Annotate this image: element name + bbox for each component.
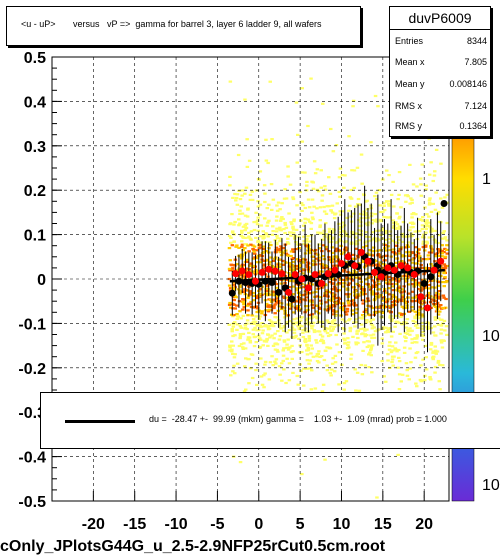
fit-legend-line: [65, 420, 135, 423]
x-tick-label: -10: [165, 516, 188, 533]
data-point: [324, 270, 332, 278]
data-point: [371, 268, 379, 276]
data-point: [420, 279, 428, 287]
y-tick-labels: -0.5 -0.4 -0.3 -0.2 -0.1 0 0.1 0.2 0.3 0.4 0.5: [18, 50, 46, 511]
y-tick-label: 0.1: [24, 228, 46, 245]
chart-title: <u - uP> versus vP => gamma for barrel 3…: [21, 19, 322, 29]
stats-box: duvP6009 Entries 8344 Mean x 7.805 Mean …: [389, 6, 491, 137]
data-point: [278, 270, 286, 278]
colorbar-label: 10: [482, 328, 500, 345]
tick-layer: [52, 56, 425, 502]
colorbar-label: 1: [482, 171, 491, 188]
data-point: [384, 264, 392, 272]
stat-label: RMS y: [395, 121, 422, 131]
data-point: [228, 289, 236, 297]
y-tick-label: -0.5: [18, 494, 46, 511]
data-point: [291, 271, 299, 279]
data-point: [357, 248, 365, 256]
stat-row-mean-x: Mean x 7.805: [395, 51, 487, 73]
data-point: [268, 279, 276, 287]
data-point: [404, 264, 412, 272]
x-tick-label: 15: [374, 516, 392, 533]
data-point: [390, 266, 398, 274]
data-point: [232, 270, 240, 278]
data-point: [351, 262, 359, 270]
data-point: [364, 257, 372, 265]
stat-label: Mean x: [395, 57, 425, 67]
data-point: [417, 293, 425, 301]
marker-layer: [228, 185, 448, 353]
stat-value: 0.008146: [449, 79, 487, 89]
data-point: [331, 266, 339, 274]
stats-title: duvP6009: [390, 7, 490, 30]
y-tick-label: -0.3: [18, 405, 46, 422]
y-tick-label: 0.2: [24, 183, 46, 200]
data-point: [271, 267, 279, 275]
y-tick-label: -0.2: [18, 361, 46, 378]
y-tick-label: 0.5: [24, 50, 46, 67]
data-point: [275, 288, 283, 296]
x-tick-label: 5: [296, 516, 305, 533]
stat-value: 8344: [466, 36, 487, 46]
data-point: [265, 265, 273, 273]
x-tick-label: -20: [82, 516, 105, 533]
stat-label: RMS x: [395, 101, 422, 111]
data-point: [337, 259, 345, 267]
data-point: [427, 273, 435, 281]
fit-result-text: du = -28.47 +- 99.99 (mkm) gamma = 1.03 …: [149, 414, 447, 424]
x-tick-label: 0: [254, 516, 263, 533]
y-tick-label: 0.4: [24, 94, 46, 111]
data-point: [298, 275, 306, 283]
data-point: [397, 262, 405, 270]
stat-label: Mean y: [395, 79, 425, 89]
data-point: [242, 279, 250, 287]
data-point: [245, 271, 253, 279]
data-point: [344, 253, 352, 261]
data-point: [251, 277, 259, 285]
stat-row-rms-x: RMS x 7.124: [395, 95, 487, 117]
chart-title-box: <u - uP> versus vP => gamma for barrel 3…: [6, 6, 361, 46]
stat-row-rms-y: RMS y 0.1364: [395, 115, 487, 137]
data-point: [423, 304, 431, 312]
data-point: [304, 284, 312, 292]
x-tick-labels: -20 -15 -10 -5 0 5 10 15 20: [82, 516, 433, 533]
data-point: [261, 277, 269, 285]
x-tick-label: 20: [415, 516, 433, 533]
data-point: [235, 277, 243, 285]
stat-row-mean-y: Mean y 0.008146: [395, 73, 487, 95]
colorbar-label: 10: [482, 477, 500, 494]
data-point: [437, 257, 445, 265]
stat-row-entries: Entries 8344: [395, 30, 487, 52]
file-label: cOnly_JPlotsG44G_u_2.5-2.9NFP25rCut0.5cm…: [0, 538, 386, 555]
x-tick-label: 10: [333, 516, 351, 533]
data-point: [311, 271, 319, 279]
stat-value: 7.805: [464, 57, 487, 67]
data-point: [410, 271, 418, 279]
fit-legend-box: du = -28.47 +- 99.99 (mkm) gamma = 1.03 …: [40, 392, 500, 449]
stat-value: 0.1364: [459, 121, 487, 131]
data-point: [440, 200, 448, 208]
colorbar-labels: 1 10 10: [482, 171, 500, 494]
data-point: [318, 279, 326, 287]
data-point: [258, 268, 266, 276]
stat-label: Entries: [395, 36, 424, 46]
data-point: [288, 295, 296, 303]
x-tick-label: -5: [210, 516, 224, 533]
data-point: [285, 288, 293, 296]
y-tick-label: 0: [37, 272, 46, 289]
data-point: [377, 273, 385, 281]
y-tick-label: -0.1: [18, 316, 46, 333]
x-tick-label: -15: [123, 516, 146, 533]
y-tick-label: -0.4: [18, 450, 46, 467]
data-point: [430, 266, 438, 274]
y-tick-label: 0.3: [24, 139, 46, 156]
stat-value: 7.124: [464, 101, 487, 111]
data-point: [238, 267, 246, 275]
